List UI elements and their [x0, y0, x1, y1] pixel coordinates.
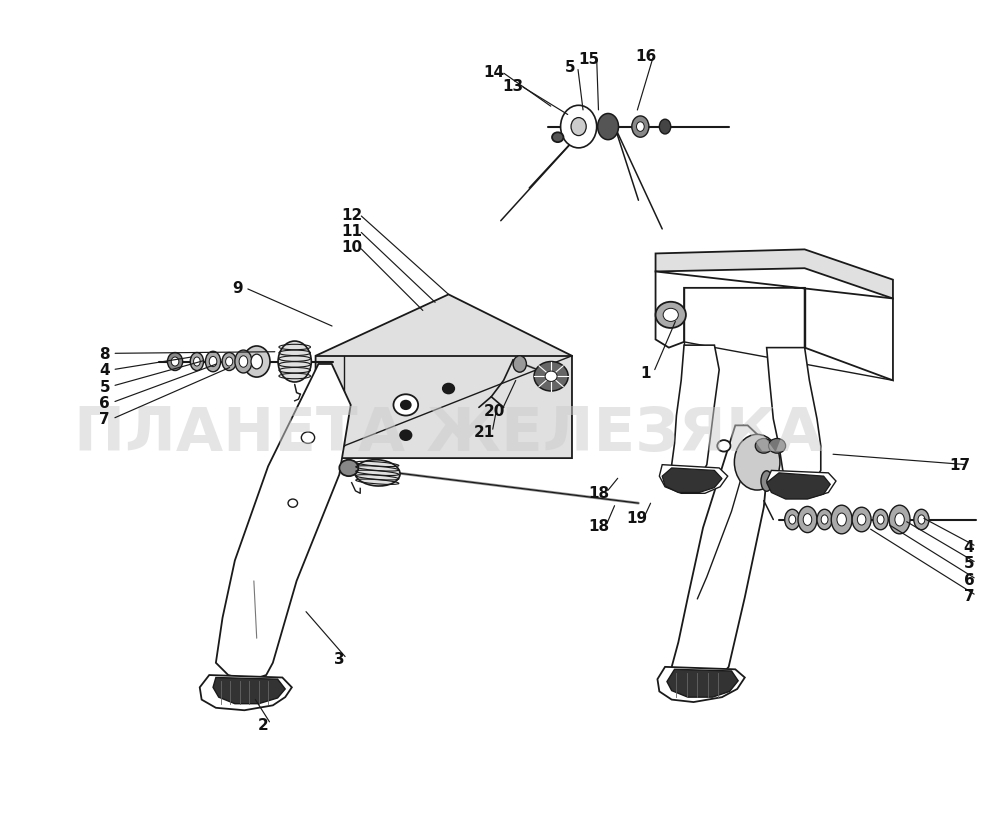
Text: 19: 19 [626, 510, 647, 525]
Text: 18: 18 [588, 486, 609, 500]
Text: 7: 7 [99, 412, 110, 427]
Ellipse shape [852, 508, 871, 532]
Ellipse shape [632, 117, 649, 138]
Ellipse shape [171, 358, 179, 367]
Ellipse shape [222, 353, 236, 371]
Text: 6: 6 [99, 396, 110, 410]
Circle shape [339, 460, 358, 477]
Text: 8: 8 [99, 346, 110, 361]
Circle shape [288, 500, 298, 508]
Text: 5: 5 [964, 556, 974, 571]
Ellipse shape [761, 471, 772, 491]
Ellipse shape [598, 115, 619, 141]
Circle shape [400, 431, 411, 441]
Ellipse shape [789, 515, 796, 524]
Ellipse shape [205, 352, 221, 373]
Ellipse shape [821, 515, 828, 524]
Ellipse shape [278, 342, 311, 382]
Ellipse shape [659, 120, 671, 135]
Circle shape [534, 362, 568, 391]
Text: 9: 9 [232, 281, 243, 296]
Text: 5: 5 [99, 379, 110, 394]
Polygon shape [656, 250, 893, 299]
Ellipse shape [914, 509, 929, 530]
Circle shape [393, 395, 418, 416]
Text: 13: 13 [503, 79, 524, 94]
Text: 10: 10 [341, 240, 362, 255]
Text: 21: 21 [474, 425, 495, 440]
Text: 7: 7 [964, 588, 974, 604]
Text: 15: 15 [579, 52, 600, 67]
Ellipse shape [873, 509, 888, 530]
Polygon shape [667, 669, 738, 697]
Ellipse shape [889, 505, 910, 534]
Circle shape [717, 441, 731, 452]
Ellipse shape [190, 353, 204, 371]
Text: 3: 3 [334, 651, 345, 667]
Ellipse shape [798, 507, 817, 533]
Polygon shape [213, 677, 285, 704]
Ellipse shape [251, 355, 262, 369]
Ellipse shape [235, 351, 252, 373]
Ellipse shape [167, 353, 183, 371]
Ellipse shape [803, 514, 812, 526]
Text: 4: 4 [99, 363, 110, 378]
Polygon shape [216, 364, 351, 681]
Polygon shape [200, 675, 292, 710]
Ellipse shape [918, 515, 925, 524]
Ellipse shape [734, 435, 780, 491]
Circle shape [769, 439, 786, 454]
Ellipse shape [355, 460, 400, 486]
Ellipse shape [239, 356, 248, 368]
Text: 11: 11 [341, 224, 362, 239]
Polygon shape [659, 465, 728, 494]
Ellipse shape [831, 505, 852, 534]
Circle shape [552, 133, 563, 143]
Circle shape [443, 384, 454, 394]
Polygon shape [656, 272, 893, 381]
Circle shape [401, 401, 411, 410]
Ellipse shape [837, 514, 846, 527]
Circle shape [545, 372, 557, 382]
Text: 1: 1 [641, 365, 651, 380]
Circle shape [301, 432, 315, 444]
Ellipse shape [209, 357, 217, 367]
Ellipse shape [857, 514, 866, 526]
Polygon shape [662, 468, 722, 493]
Ellipse shape [895, 514, 904, 527]
Ellipse shape [571, 119, 586, 137]
Text: 16: 16 [635, 49, 657, 64]
Text: 12: 12 [341, 207, 362, 223]
Polygon shape [767, 473, 830, 500]
Ellipse shape [637, 123, 644, 132]
Text: 14: 14 [484, 66, 505, 80]
Circle shape [663, 309, 678, 322]
Ellipse shape [226, 358, 233, 367]
Ellipse shape [194, 358, 200, 367]
Ellipse shape [243, 346, 270, 378]
Text: 20: 20 [483, 404, 505, 419]
Text: 6: 6 [964, 572, 974, 587]
Circle shape [656, 302, 686, 328]
Ellipse shape [785, 509, 800, 530]
Polygon shape [672, 346, 719, 482]
Text: 5: 5 [565, 61, 575, 75]
Polygon shape [657, 667, 745, 702]
Text: 4: 4 [964, 540, 974, 554]
Text: 17: 17 [949, 458, 970, 473]
Polygon shape [672, 426, 769, 683]
Polygon shape [767, 471, 836, 498]
Ellipse shape [817, 509, 832, 530]
Text: ПЛАНЕТА ЖЕЛЕЗЯКА: ПЛАНЕТА ЖЕЛЕЗЯКА [74, 405, 823, 464]
Text: 2: 2 [258, 717, 269, 731]
Polygon shape [767, 348, 821, 485]
Ellipse shape [513, 356, 526, 373]
Text: 18: 18 [588, 518, 609, 533]
Circle shape [755, 439, 772, 454]
Polygon shape [316, 295, 572, 459]
Ellipse shape [561, 106, 597, 149]
Ellipse shape [877, 515, 884, 524]
